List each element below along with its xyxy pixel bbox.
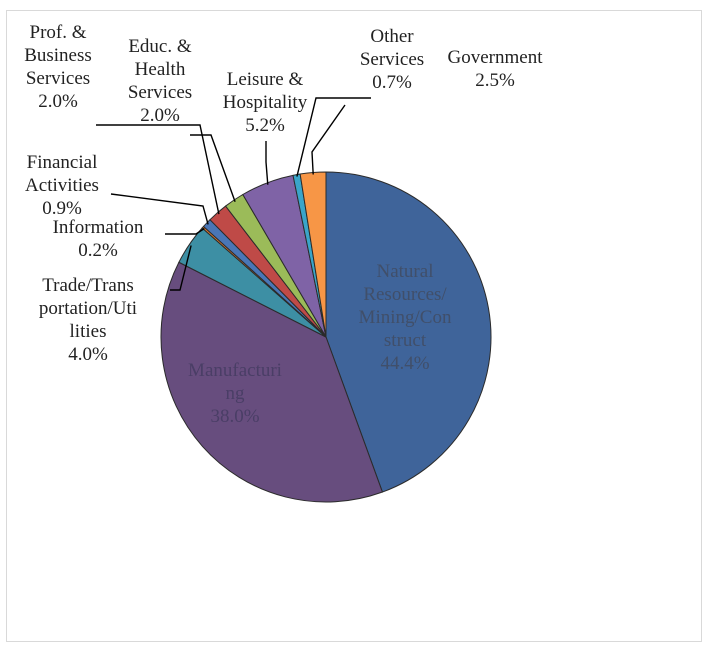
category-label: Trade/Trans	[42, 275, 134, 296]
leader-line-prof-business-services	[96, 124, 220, 215]
leader-line-trade-transportation-utilities	[170, 245, 192, 291]
leader-line-information	[165, 227, 205, 235]
category-label: Mining/Con	[359, 307, 452, 328]
category-label: Services	[360, 49, 424, 70]
category-label: portation/Uti	[39, 298, 137, 319]
leader-line-educ-health-services	[190, 134, 236, 202]
pie-slice-natural-resources-mining-construct	[325, 171, 492, 493]
category-label: Leisure &	[227, 69, 304, 90]
category-label: Health	[135, 59, 186, 80]
category-label: Manufacturi	[188, 360, 282, 381]
value-label: 2.5%	[475, 70, 515, 91]
value-label: 2.0%	[140, 105, 180, 126]
category-label: Information	[53, 217, 144, 238]
category-label: Activities	[25, 175, 99, 196]
category-label: Services	[128, 82, 192, 103]
value-label: 44.4%	[380, 353, 429, 374]
category-label: Hospitality	[223, 92, 308, 113]
leader-line-government	[311, 104, 346, 175]
value-label: 4.0%	[68, 344, 108, 365]
category-label: Other	[370, 26, 414, 47]
value-label: 2.0%	[38, 91, 78, 112]
value-label: 0.9%	[42, 198, 82, 219]
leader-line-leisure-hospitality	[265, 141, 269, 185]
category-label: struct	[384, 330, 427, 351]
category-label: Natural	[377, 261, 434, 282]
category-label: Educ. &	[128, 36, 192, 57]
category-label: Business	[24, 45, 92, 66]
value-label: 38.0%	[210, 406, 259, 427]
category-label: Financial	[27, 152, 98, 173]
leader-line-other-services	[296, 97, 371, 177]
category-label: lities	[70, 321, 107, 342]
pie-slice-manufacturing	[160, 261, 384, 503]
value-label: 0.2%	[78, 240, 118, 261]
category-label: Government	[448, 47, 544, 68]
category-label: Resources/	[363, 284, 447, 305]
value-label: 0.7%	[372, 72, 412, 93]
category-label: Services	[26, 68, 90, 89]
leader-line-financial-activities	[110, 193, 209, 225]
category-label: Prof. &	[30, 22, 87, 43]
value-label: 5.2%	[245, 115, 285, 136]
category-label: ng	[226, 383, 246, 404]
